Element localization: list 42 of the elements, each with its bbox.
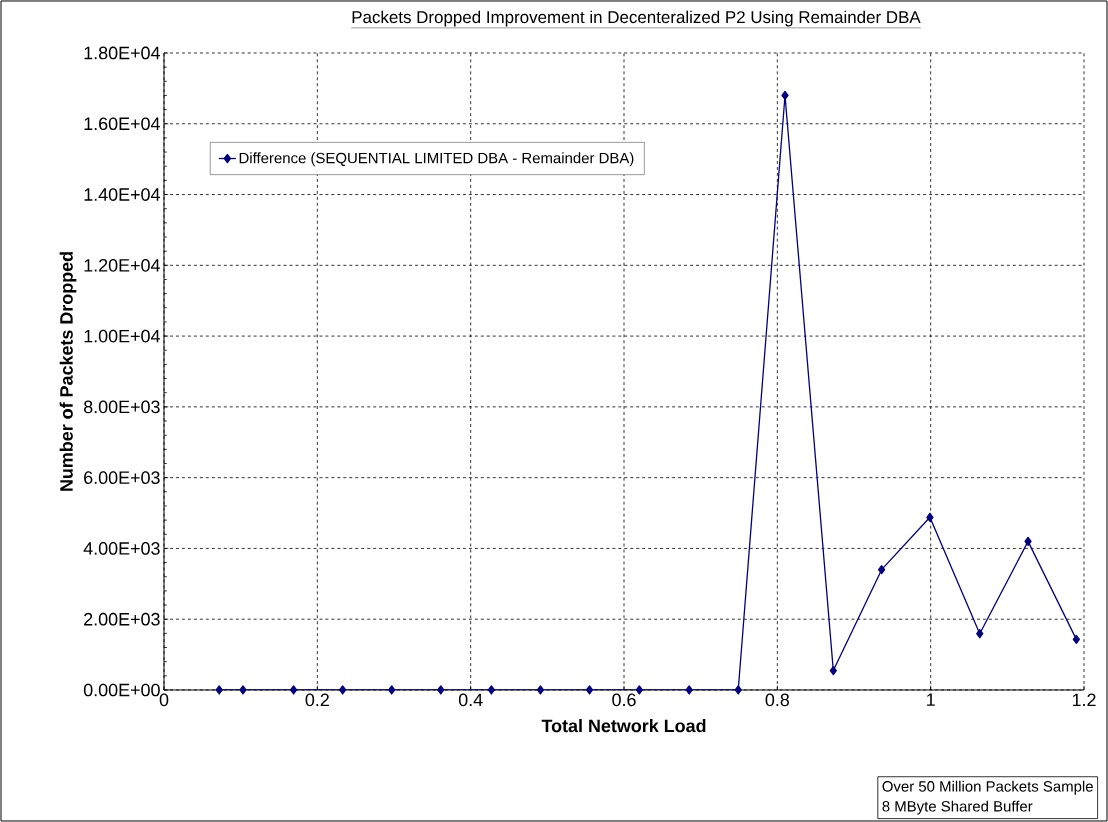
chart-title: Packets Dropped Improvement in Decenteralized P2 Using Remainder DBA bbox=[352, 10, 921, 27]
point bbox=[829, 665, 837, 676]
x-tick-label: 0.8 bbox=[765, 693, 790, 707]
point bbox=[585, 685, 594, 695]
x-tick-label: 0 bbox=[159, 693, 169, 707]
y-tick-label: 1.60E+04 bbox=[84, 117, 160, 131]
x-tick-label: 0.2 bbox=[305, 693, 329, 707]
point bbox=[734, 685, 742, 695]
y-tick-label: 2.00E+03 bbox=[84, 612, 160, 626]
y-axis-title: Number of Packets Dropped bbox=[59, 252, 77, 491]
point bbox=[976, 629, 984, 639]
point bbox=[781, 90, 789, 101]
x-axis-title: Total Network Load bbox=[541, 719, 706, 733]
point bbox=[239, 685, 247, 695]
y-tick-label: 1.00E+04 bbox=[84, 329, 160, 343]
point bbox=[536, 685, 545, 695]
point bbox=[437, 685, 445, 695]
x-tick-label: 1 bbox=[927, 693, 935, 706]
y-tick-label: 4.00E+03 bbox=[83, 542, 160, 555]
x-tick-label: 1.2 bbox=[1072, 693, 1096, 707]
point bbox=[487, 685, 496, 695]
point bbox=[215, 685, 223, 695]
point bbox=[877, 565, 886, 575]
point bbox=[635, 685, 643, 695]
point bbox=[338, 685, 347, 695]
point bbox=[388, 685, 396, 695]
point bbox=[1024, 536, 1032, 546]
y-tick-label: 0.00E+00 bbox=[83, 683, 160, 697]
point bbox=[1072, 634, 1080, 645]
y-tick-label: 1.20E+04 bbox=[84, 258, 160, 272]
y-tick-label: 1.40E+04 bbox=[84, 188, 160, 201]
y-tick-label: 1.80E+04 bbox=[84, 46, 160, 60]
y-tick-label: 8.00E+03 bbox=[83, 400, 160, 414]
text: Over 50 Million Packets Sample bbox=[882, 780, 1093, 795]
x-tick-label: 0.6 bbox=[612, 693, 636, 707]
legend-label: Difference (SEQUENTIAL LIMITED DBA - Remainder DBA) bbox=[239, 152, 634, 167]
x-tick-label: 0.4 bbox=[458, 693, 483, 707]
text: 8 MByte Shared Buffer bbox=[882, 800, 1033, 815]
point bbox=[289, 685, 298, 695]
point bbox=[685, 685, 693, 695]
y-tick-label: 6.00E+03 bbox=[84, 471, 160, 484]
point bbox=[926, 512, 934, 522]
